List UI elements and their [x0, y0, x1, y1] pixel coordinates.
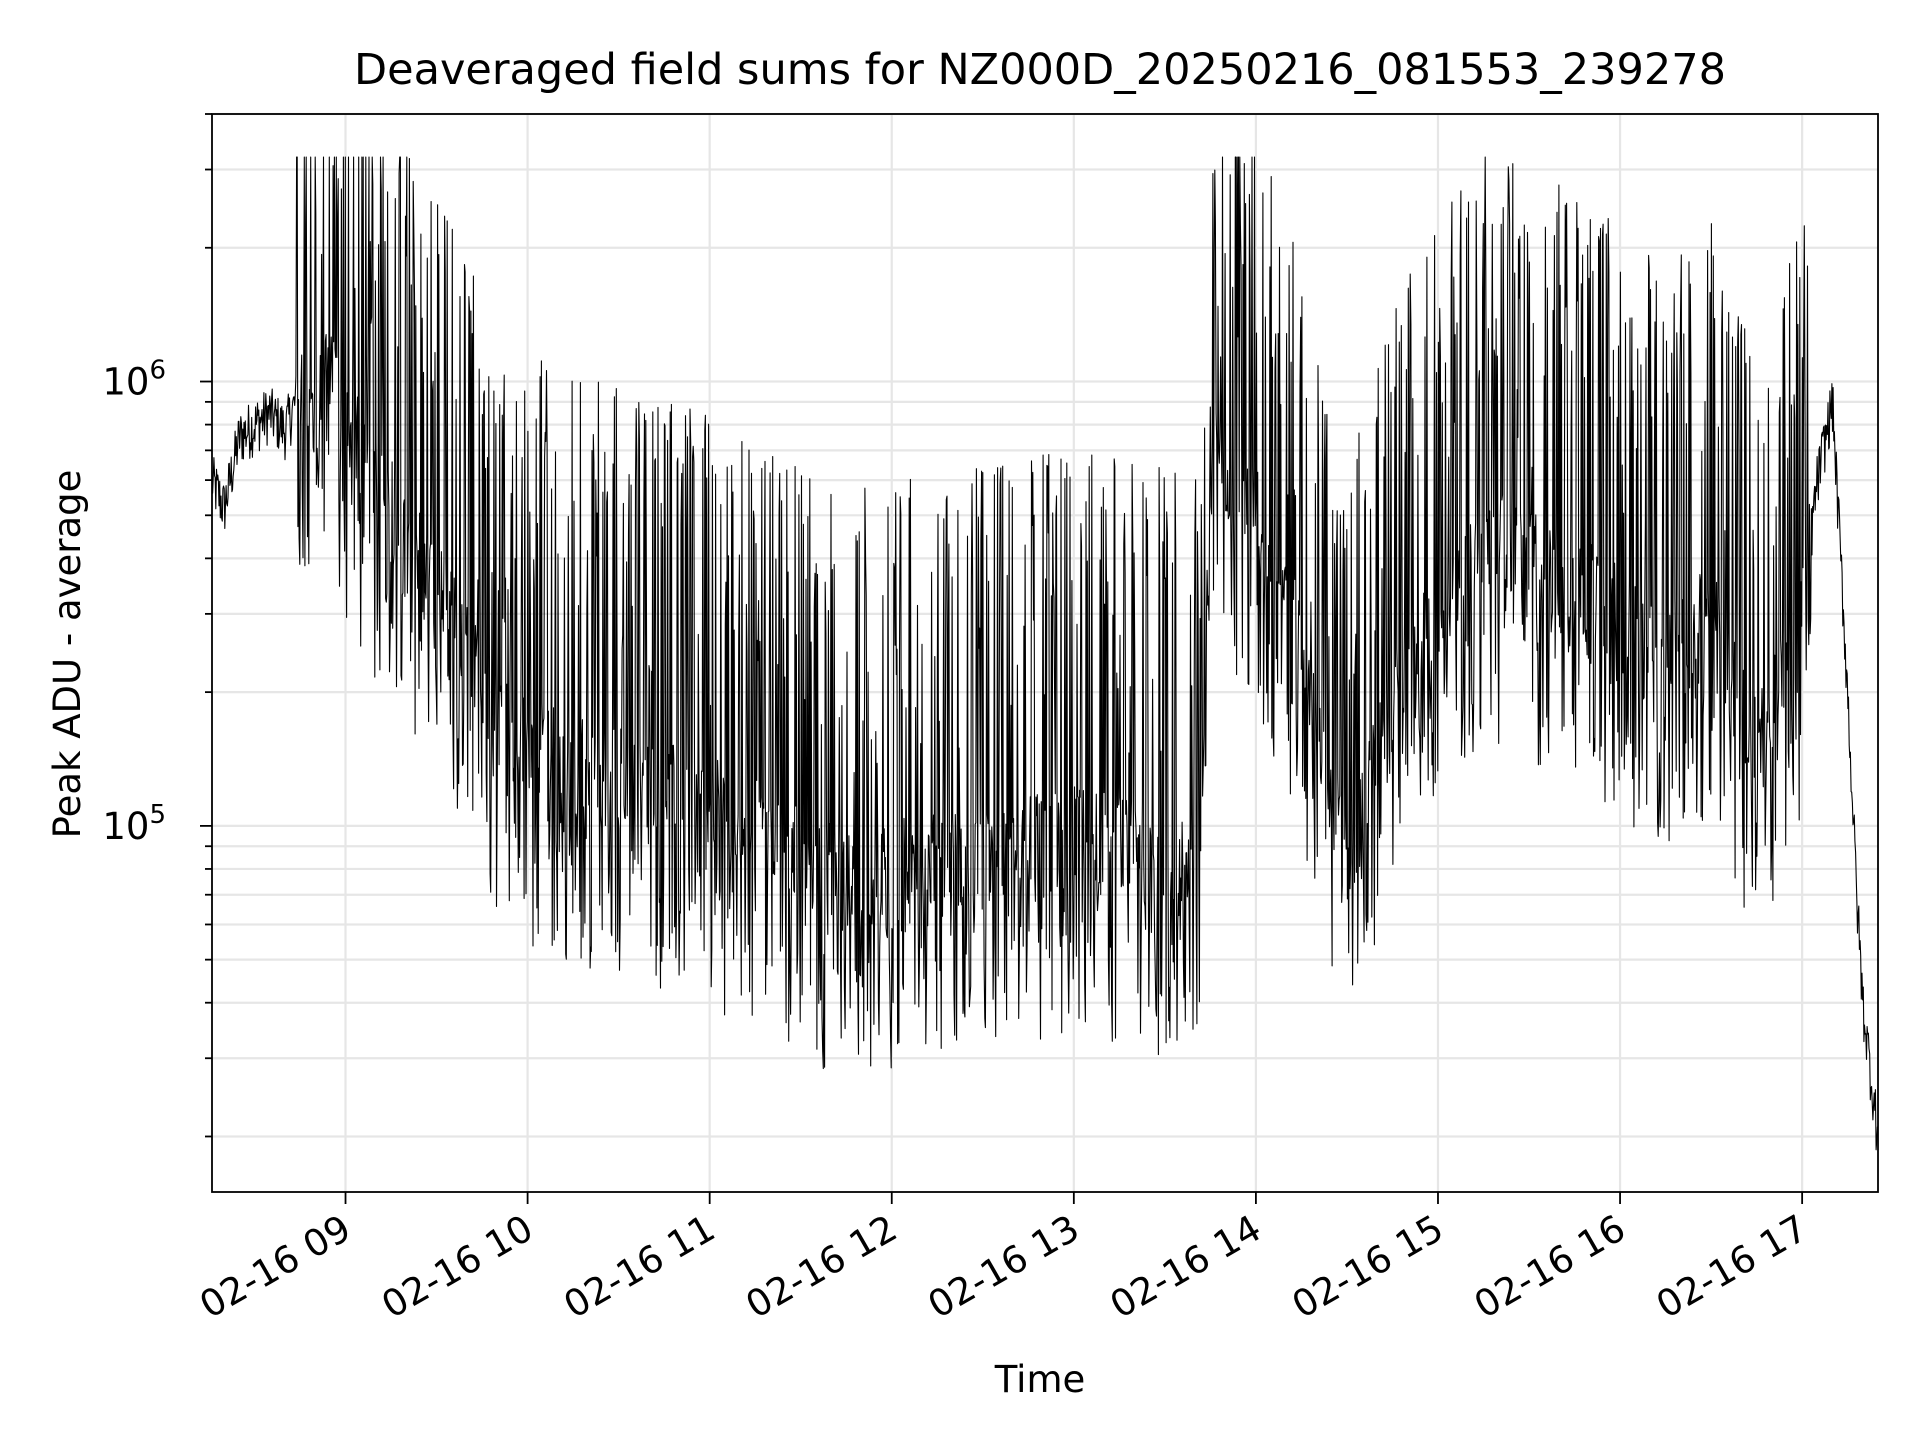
- x-tick-label: 02-16 17: [1649, 1207, 1815, 1327]
- data-line-layer: [211, 156, 1879, 1151]
- x-axis-label: Time: [994, 1358, 1086, 1401]
- x-tick-label: 02-16 10: [375, 1207, 541, 1327]
- x-axis: 02-16 09 02-16 10 02-16 11 02-16 12 02-16 13…: [192, 1192, 1815, 1327]
- series-line: [211, 156, 1879, 1151]
- plot-frame: [211, 113, 1879, 1193]
- x-tick-label: 02-16 15: [1285, 1207, 1451, 1327]
- x-tick-label: 02-16 16: [1467, 1207, 1633, 1327]
- y-tick-label: 106: [102, 356, 166, 404]
- x-tick-label: 02-16 13: [921, 1207, 1087, 1327]
- y-tick-label: 105: [102, 800, 166, 848]
- x-tick-label: 02-16 12: [739, 1207, 905, 1327]
- x-tick-label: 02-16 09: [192, 1207, 358, 1327]
- y-axis-label: Peak ADU - average: [46, 470, 89, 839]
- x-tick-label: 02-16 14: [1103, 1207, 1269, 1327]
- x-tick-label: 02-16 11: [557, 1207, 723, 1327]
- y-axis: 105 106: [102, 113, 212, 1138]
- chart-title: Deaveraged field sums for NZ000D_2025021…: [354, 45, 1726, 95]
